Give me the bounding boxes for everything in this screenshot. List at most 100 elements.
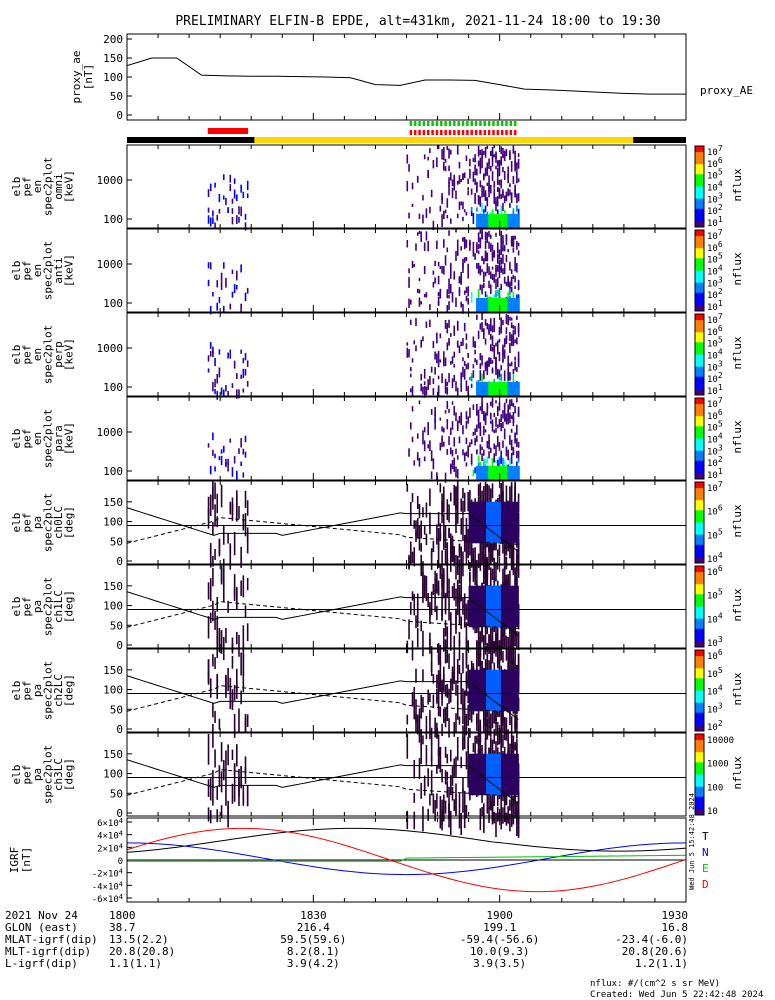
spectrogram-pixel (425, 321, 428, 328)
spectrogram-pixel (507, 636, 509, 651)
spectrogram-pixel (415, 345, 417, 352)
colorbar-swatch (695, 420, 704, 423)
spectrogram-pixel (481, 355, 483, 366)
y-axis-label: elb (10, 261, 23, 281)
y-tick-label: 0 (116, 639, 123, 652)
spectrogram-pixel (510, 322, 513, 329)
colorbar-swatch (695, 486, 704, 489)
spectrogram-pixel (517, 298, 520, 312)
spectrogram-pixel (443, 210, 445, 219)
colorbar-swatch (695, 410, 704, 413)
spectrogram-pixel (425, 744, 428, 766)
status-green-tick (492, 121, 495, 126)
spectrogram-pixel (517, 214, 520, 228)
spectrogram-pixel (491, 252, 494, 262)
spectrogram-pixel (231, 467, 234, 477)
footer-row-value: 1930 (662, 909, 689, 922)
colorbar-swatch (695, 560, 704, 564)
spectrogram-pixel (489, 796, 492, 811)
spectrogram-pixel (479, 808, 482, 831)
spectrogram-pixel (422, 386, 424, 395)
spectrogram-pixel (413, 593, 416, 616)
y-tick-label: 100 (103, 684, 123, 697)
spectrogram-pixel (512, 466, 515, 480)
colorbar-swatch (695, 720, 704, 724)
colorbar-swatch (695, 716, 704, 720)
colorbar-swatch (695, 266, 704, 269)
colorbar-swatch (695, 790, 704, 794)
spectrogram-pixel (406, 810, 409, 830)
pa-core-pixel (499, 585, 502, 628)
spectrogram-pixel (449, 533, 452, 559)
spectrogram-pixel (444, 320, 447, 329)
pa-core-pixel (513, 669, 516, 712)
spectrogram-pixel (214, 504, 216, 527)
spectrogram-pixel (425, 386, 428, 396)
pa-core-pixel (494, 669, 497, 712)
spectrogram-pixel (477, 455, 480, 462)
spectrogram-pixel (486, 256, 489, 261)
colorbar-swatch (695, 656, 704, 659)
spectrogram-pixel (502, 410, 504, 419)
spectrogram-pixel (220, 449, 223, 454)
spectrogram-pixel (456, 145, 459, 155)
spectrogram-pixel (509, 542, 511, 559)
spectrogram-pixel (507, 806, 509, 824)
spectrogram-pixel (483, 214, 486, 228)
spectrogram-pixel (505, 717, 508, 741)
y-tick-label: 150 (103, 496, 123, 509)
spectrogram-pixel (509, 435, 511, 445)
spectrogram-pixel (432, 281, 435, 288)
spectrogram-pixel (432, 458, 435, 470)
spectrogram-pixel (488, 266, 490, 276)
spectrogram-pixel (462, 425, 464, 435)
spectrogram-pixel (507, 279, 509, 286)
y-axis-label: [deg] (63, 674, 76, 707)
series-igrf-e (127, 854, 687, 862)
colorbar-swatch (695, 190, 704, 194)
colorbar-swatch (695, 800, 704, 804)
spectrogram-pixel (484, 543, 487, 568)
spectrogram-pixel (491, 153, 494, 161)
spectrogram-pixel (483, 328, 485, 340)
spectrogram-pixel (463, 360, 466, 366)
colorbar-swatch (695, 756, 704, 759)
spectrogram-pixel (443, 531, 445, 550)
colorbar-swatch (695, 276, 704, 280)
colorbar-swatch (695, 784, 704, 788)
spectrogram-pixel (493, 573, 496, 586)
spectrogram-pixel (514, 356, 516, 361)
colorbar-swatch (695, 292, 704, 296)
footer-row-value: 1800 (109, 909, 136, 922)
spectrogram-pixel (500, 623, 503, 641)
spectrogram-pixel (441, 149, 443, 160)
colorbar-swatch (695, 418, 704, 421)
colorbar-swatch (695, 680, 704, 683)
spectrogram-pixel (456, 248, 459, 254)
colorbar-tick-label: 105 (707, 168, 723, 182)
colorbar-swatch (695, 174, 704, 177)
footer-row-value: 1900 (486, 909, 513, 922)
spectrogram-pixel (453, 437, 456, 447)
colorbar-swatch (695, 472, 704, 476)
spectrogram-pixel (486, 411, 489, 416)
spectrogram-pixel (481, 446, 483, 451)
pa-core-pixel (507, 753, 509, 796)
y-tick-label: 2×104 (97, 842, 123, 854)
spectrogram-pixel (488, 358, 490, 367)
colorbar-swatch (695, 430, 704, 433)
spectrogram-pixel (242, 357, 245, 364)
pa-core-pixel (469, 753, 472, 796)
spectrogram-pixel (465, 211, 468, 216)
y-axis-label: en (31, 432, 44, 445)
colorbar-swatch (695, 358, 704, 362)
spectrogram-pixel (458, 277, 461, 284)
spectrogram-pixel (444, 592, 447, 612)
spectrogram-pixel (449, 810, 452, 835)
spectrogram-pixel (448, 527, 450, 538)
spectrogram-pixel (439, 523, 442, 540)
spectrogram-pixel (233, 178, 236, 184)
spectrogram-pixel (456, 387, 459, 398)
spectrogram-pixel (425, 502, 428, 518)
colorbar-tick-label: 105 (707, 336, 723, 350)
